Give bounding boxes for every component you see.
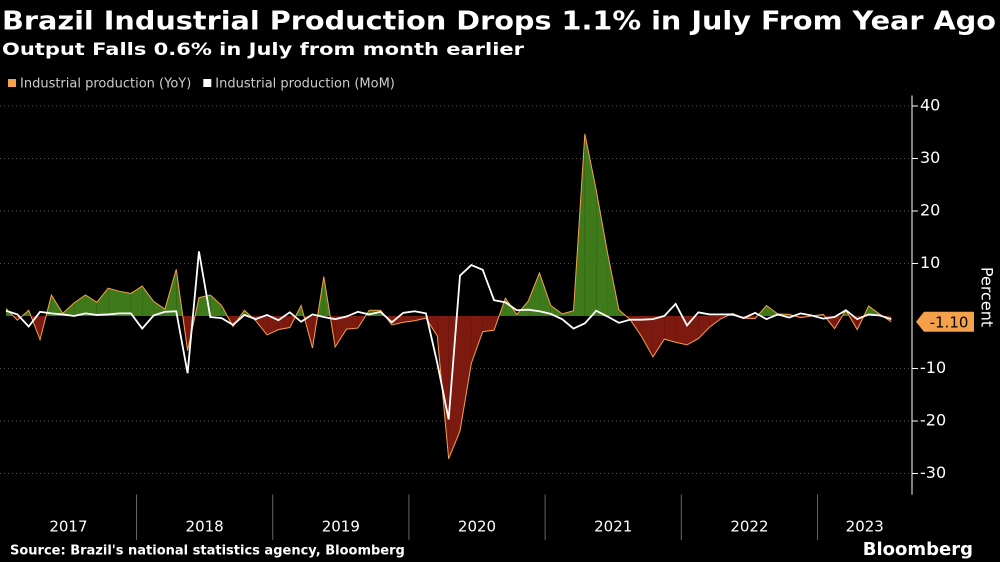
legend-label: Industrial production (YoY): [20, 77, 191, 92]
area-segment: [96, 288, 109, 316]
area-segment: [74, 295, 86, 316]
x-tick-label: 2021: [594, 518, 632, 536]
y-tick-label: 20: [920, 201, 940, 220]
area-segment: [562, 310, 574, 316]
area-segment: [85, 295, 97, 316]
area-segment: [664, 316, 676, 343]
area-segment: [335, 316, 347, 347]
y-tick-label: -30: [920, 463, 946, 482]
last-value-label: -1.10: [930, 313, 969, 331]
area-segment: [346, 316, 358, 330]
area-segment: [584, 133, 597, 316]
area-segment: [471, 316, 483, 364]
area-segment: [130, 286, 143, 316]
area-segment: [210, 295, 222, 316]
area-segment: [652, 316, 665, 357]
legend-label: Industrial production (MoM): [215, 77, 395, 92]
x-tick-label: 2019: [322, 518, 360, 536]
area-segment: [448, 316, 460, 459]
x-tick-label: 2018: [186, 518, 224, 536]
x-tick-label: 2017: [49, 518, 87, 536]
area-segment: [528, 272, 540, 316]
area-segment: [630, 316, 642, 337]
area-segment: [267, 316, 279, 335]
area-segment: [698, 316, 710, 339]
legend-swatch: [203, 79, 212, 87]
area-segment: [460, 316, 472, 431]
area-segment: [709, 316, 722, 328]
y-tick-label: 30: [920, 148, 940, 167]
last-value-box: [916, 311, 974, 332]
area-segment: [255, 316, 268, 335]
series-line: [5, 251, 892, 420]
area-segment: [142, 286, 154, 316]
area-segment: [675, 316, 687, 345]
area-segment: [278, 316, 290, 330]
area-segment: [539, 272, 551, 316]
area-segment: [641, 316, 653, 357]
x-tick-label: 2022: [730, 518, 768, 536]
area-segment: [108, 288, 120, 316]
y-tick-label: -20: [920, 411, 946, 430]
area-segment: [119, 291, 131, 316]
x-tick-label: 2020: [458, 518, 496, 536]
y-tick-label: 10: [920, 253, 940, 272]
y-axis-label: Percent: [978, 267, 997, 327]
y-tick-label: 40: [920, 96, 940, 115]
area-segment: [482, 316, 495, 332]
area-segment: [414, 316, 426, 321]
x-tick-label: 2023: [846, 518, 884, 536]
chart-title: Brazil Industrial Production Drops 1.1% …: [2, 7, 996, 37]
brand: Bloomberg: [863, 539, 973, 560]
chart-subtitle: Output Falls 0.6% in July from month ear…: [2, 40, 525, 60]
area-segment: [596, 190, 608, 316]
source: Source: Brazil's national statistics age…: [10, 544, 405, 559]
legend-swatch: [8, 79, 16, 87]
y-tick-label: -10: [920, 358, 946, 377]
